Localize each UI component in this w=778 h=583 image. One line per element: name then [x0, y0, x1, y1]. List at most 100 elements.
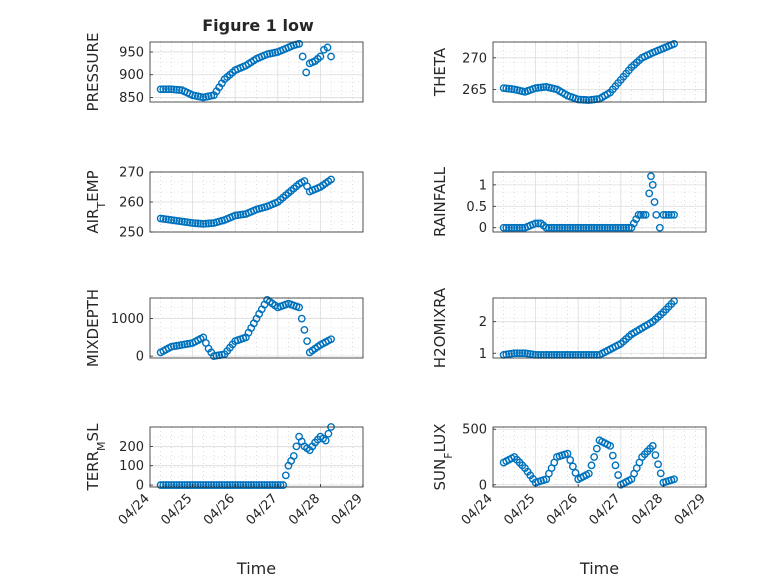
y-tick-label: 0	[479, 221, 487, 236]
data-point	[566, 223, 575, 232]
data-point	[637, 210, 645, 219]
data-point	[608, 451, 617, 460]
data-point	[167, 85, 176, 94]
data-point	[651, 451, 660, 459]
data-point	[300, 325, 309, 334]
data-point	[584, 96, 593, 105]
data-point	[175, 481, 184, 489]
data-point	[667, 210, 676, 219]
data-point	[156, 481, 165, 489]
axes-frame	[149, 426, 364, 488]
axes-frame	[492, 297, 707, 359]
data-point	[571, 468, 580, 477]
data-point	[579, 95, 588, 104]
y-tick-label: 0	[479, 478, 487, 493]
data-point	[587, 95, 596, 104]
data-point	[582, 96, 591, 104]
data-point	[223, 481, 232, 489]
data-point	[194, 219, 202, 228]
data-point	[622, 223, 631, 232]
data-point	[172, 85, 181, 94]
data-point	[664, 210, 673, 219]
y-axis-label: TERRMSL	[84, 423, 108, 492]
y-tick-label: 265	[462, 83, 487, 98]
y-axis-label: AIRTEMP	[84, 170, 108, 233]
data-point	[574, 223, 583, 232]
data-point	[603, 223, 612, 232]
x-tick-label: 04/29	[672, 491, 709, 528]
data-point	[568, 223, 577, 232]
data-point	[191, 481, 200, 489]
data-point	[164, 481, 173, 489]
y-tick-label: 260	[119, 196, 144, 211]
data-point	[576, 95, 585, 104]
data-point	[199, 219, 208, 228]
x-tick-label: 04/25	[158, 491, 195, 528]
data-point	[199, 481, 208, 489]
data-point	[233, 481, 242, 489]
data-point	[531, 219, 540, 228]
data-point	[654, 460, 662, 469]
data-point	[316, 52, 325, 61]
data-point	[217, 481, 226, 489]
data-point	[590, 95, 599, 104]
data-point	[614, 223, 623, 232]
data-point	[568, 462, 577, 471]
data-point	[215, 481, 224, 489]
plot-area	[493, 172, 706, 232]
y-tick-label: 950	[119, 46, 144, 61]
data-point	[159, 481, 168, 489]
axes-frame	[492, 426, 707, 488]
data-point	[600, 223, 609, 232]
data-point	[606, 223, 615, 232]
y-axis-label: RAINFALL	[431, 166, 449, 237]
y-tick-label: 0	[136, 350, 144, 365]
data-point	[281, 471, 290, 480]
y-axis-label: THETA	[431, 47, 449, 97]
data-point	[587, 461, 596, 470]
data-point	[619, 223, 628, 232]
y-axis-label: H2OMIXRA	[431, 287, 449, 368]
data-point	[175, 86, 184, 94]
x-tick-label: 04/26	[544, 491, 581, 528]
data-point	[587, 223, 596, 232]
data-point	[513, 223, 521, 232]
x-tick-label: 04/27	[587, 491, 624, 528]
data-point	[327, 175, 335, 184]
y-tick-label: 2	[479, 315, 487, 330]
data-point	[555, 223, 564, 232]
x-tick-label: 04/25	[501, 491, 538, 528]
data-point	[608, 223, 617, 232]
data-point	[298, 52, 307, 61]
data-point	[584, 223, 593, 232]
data-point	[207, 219, 216, 228]
data-point	[592, 223, 601, 232]
data-point	[502, 223, 511, 232]
data-point	[652, 210, 661, 219]
data-point	[327, 52, 335, 61]
data-point	[289, 452, 298, 460]
data-point	[194, 481, 202, 489]
data-point	[582, 223, 591, 232]
y-tick-label: 0	[136, 479, 144, 494]
data-point	[162, 85, 170, 94]
data-point	[645, 189, 654, 198]
y-tick-label: 850	[119, 91, 144, 106]
data-point	[228, 481, 237, 489]
data-point	[505, 223, 513, 232]
subplot-2: 265 270 THETA	[431, 39, 707, 105]
data-point	[592, 444, 601, 453]
data-point	[648, 441, 657, 450]
data-point	[545, 223, 553, 232]
y-axis-label: MIXDEPTH	[84, 289, 102, 367]
data-point	[518, 349, 527, 358]
data-point	[265, 481, 274, 489]
data-point	[170, 481, 178, 489]
x-tick-label: 04/28	[286, 491, 323, 528]
data-point	[616, 223, 625, 232]
data-point	[558, 223, 567, 232]
data-point	[499, 84, 508, 93]
data-point	[159, 85, 168, 94]
data-point	[276, 481, 285, 489]
